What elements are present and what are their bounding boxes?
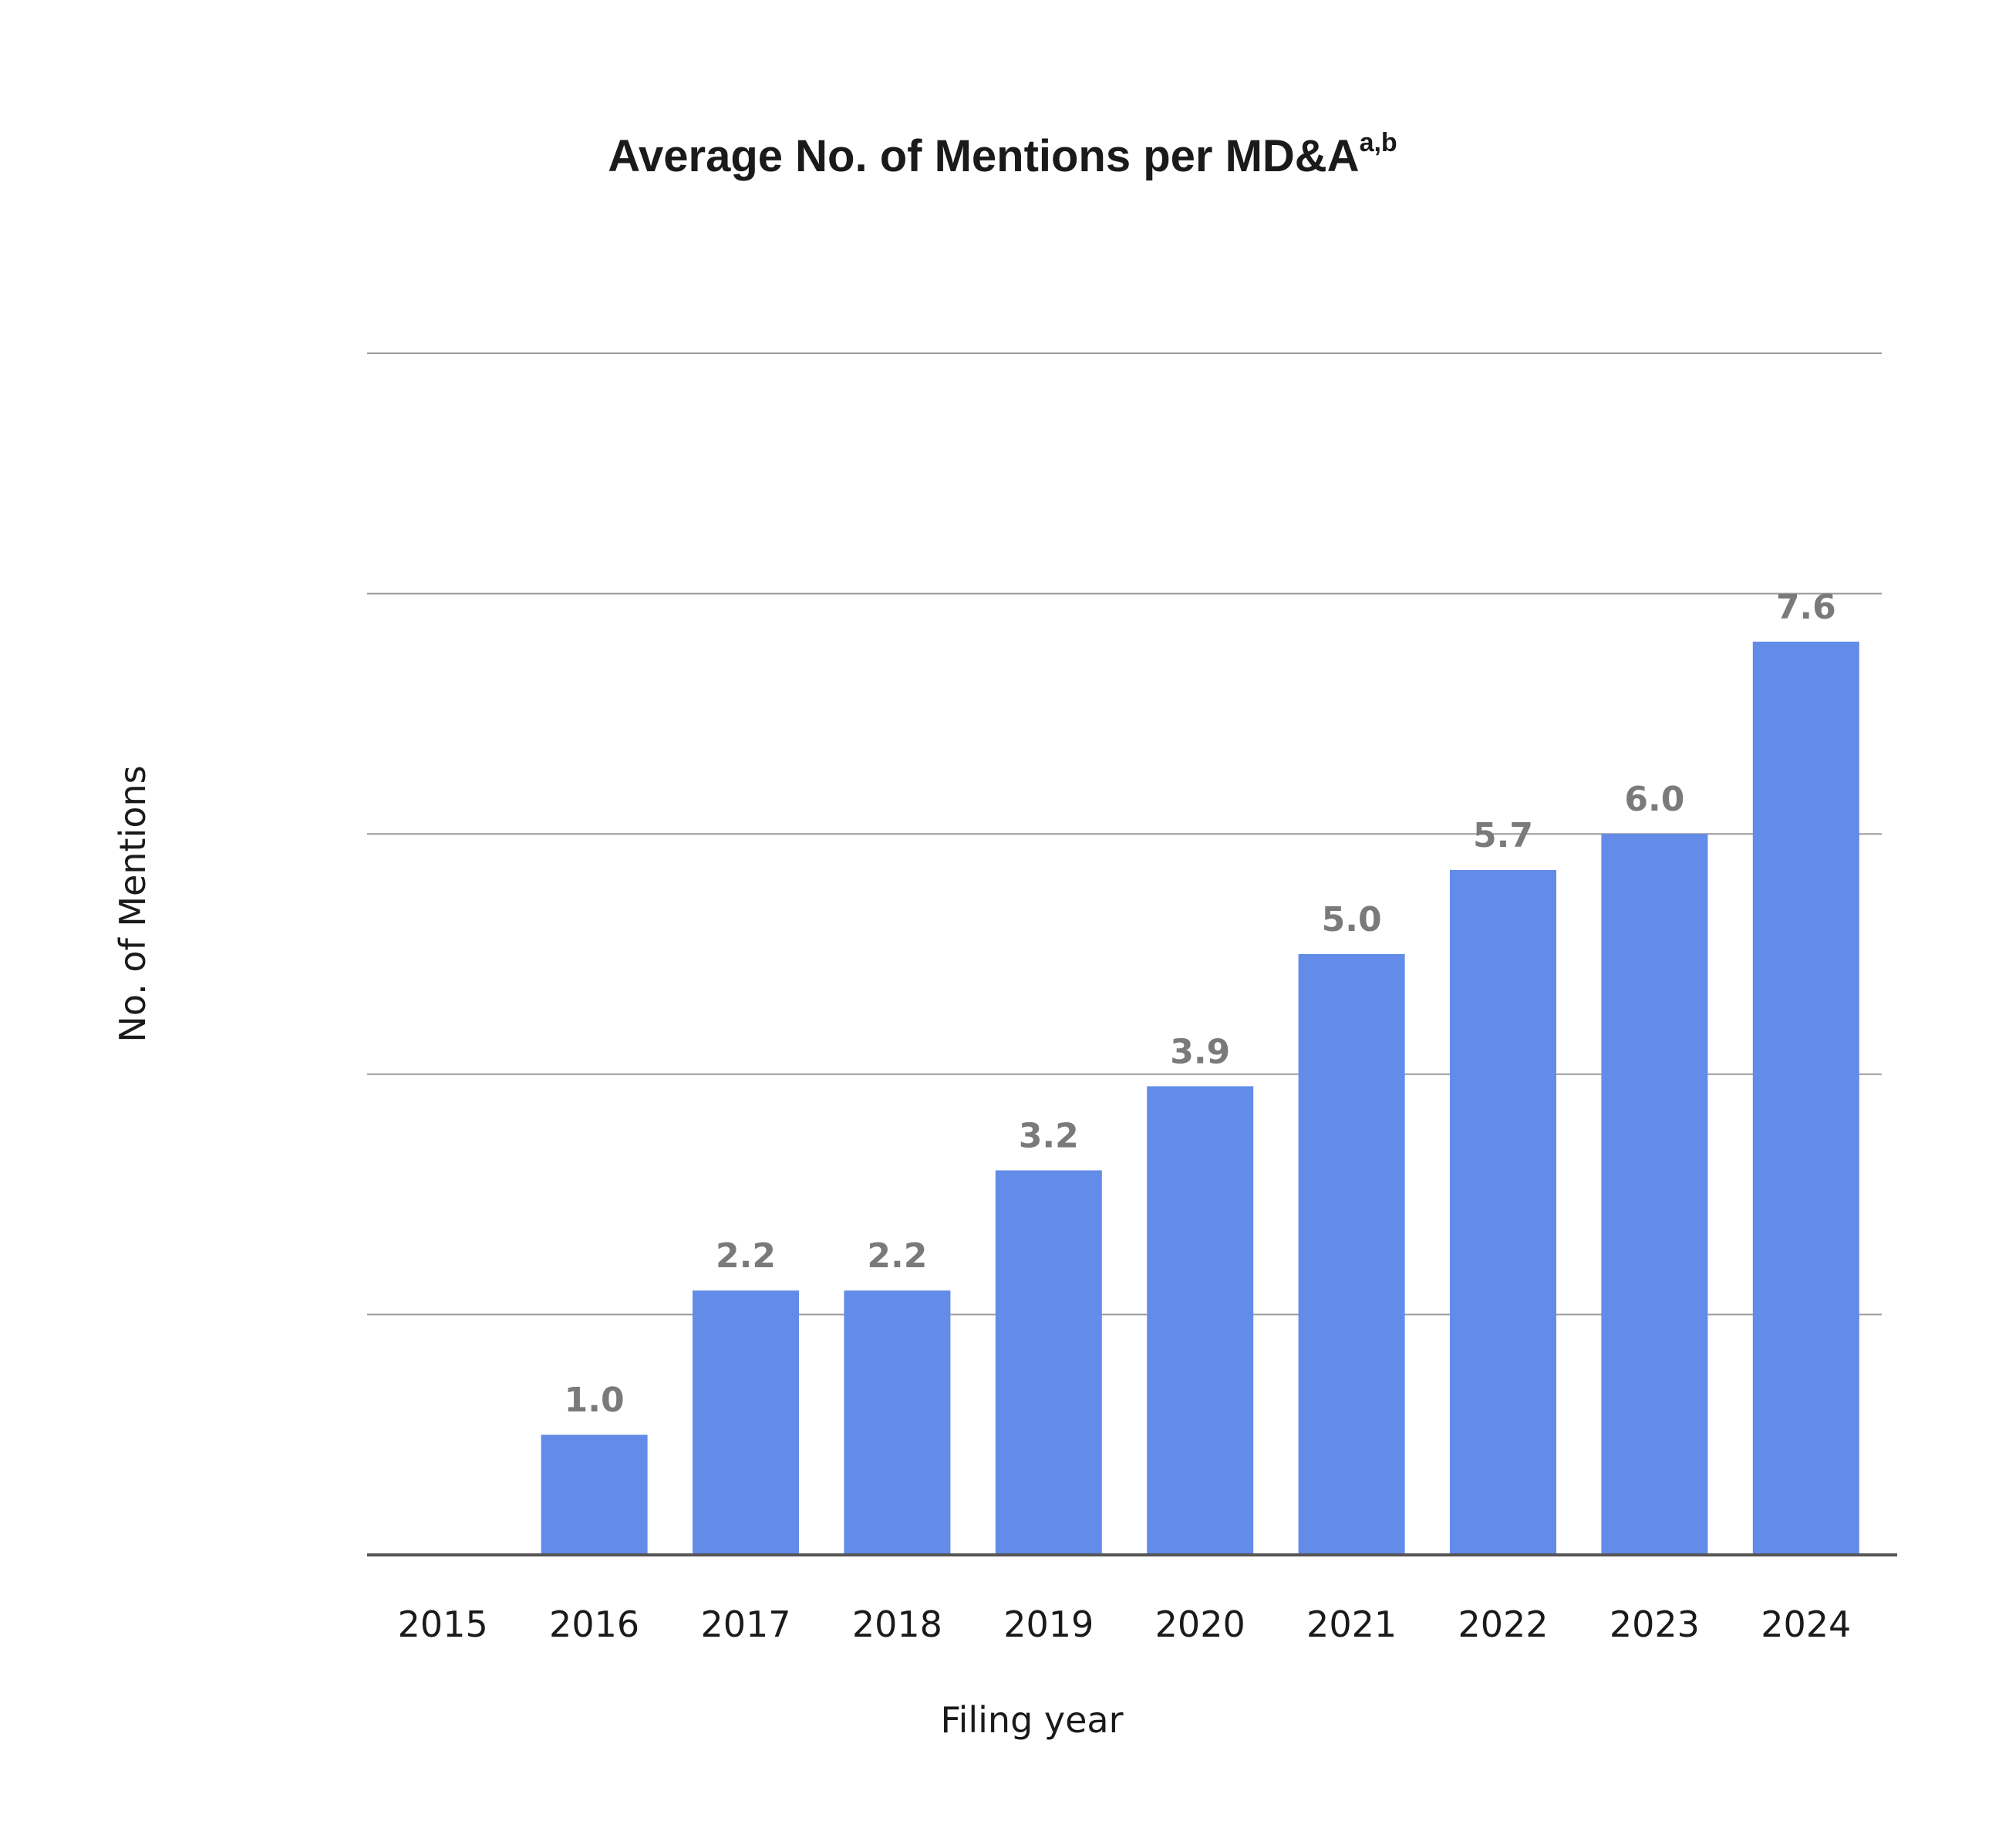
x-axis-label: Filing year — [940, 1699, 1123, 1741]
x-tick-label: 2022 — [1458, 1604, 1548, 1645]
data-labels: 1.0 2.2 2.2 3.2 3.9 5.0 5.7 6.0 7.6 — [565, 588, 1836, 1420]
data-label: 2.2 — [867, 1236, 927, 1276]
data-label: 3.2 — [1019, 1116, 1079, 1155]
x-tick-label: 2016 — [549, 1604, 639, 1645]
bars — [541, 641, 1859, 1556]
bar — [1298, 954, 1405, 1555]
x-tick-label: 2015 — [398, 1604, 488, 1645]
data-label: 2.2 — [716, 1236, 776, 1276]
bar — [541, 1435, 648, 1555]
x-tick-label: 2023 — [1610, 1604, 1700, 1645]
x-tick-label: 2018 — [852, 1604, 942, 1645]
bar — [844, 1290, 951, 1555]
x-tick-labels: 2015 2016 2017 2018 2019 2020 2021 2022 2023 2024 — [398, 1604, 1852, 1645]
bar — [693, 1290, 799, 1555]
bar — [1450, 869, 1556, 1555]
bar — [1752, 641, 1859, 1556]
x-tick-label: 2017 — [700, 1604, 790, 1645]
data-label: 5.0 — [1322, 900, 1382, 939]
x-tick-label: 2019 — [1003, 1604, 1094, 1645]
chart-title: Average No. of Mentions per MD&Aa,b — [608, 128, 1397, 181]
x-tick-label: 2024 — [1761, 1604, 1851, 1645]
data-label: 5.7 — [1473, 816, 1533, 855]
data-label: 7.6 — [1776, 588, 1836, 627]
bar — [995, 1170, 1102, 1555]
x-tick-label: 2021 — [1306, 1604, 1397, 1645]
chart-title-superscript: a,b — [1360, 128, 1397, 157]
bar — [1601, 834, 1708, 1555]
data-label: 6.0 — [1624, 780, 1684, 819]
x-tick-label: 2020 — [1155, 1604, 1246, 1645]
bar — [1147, 1086, 1254, 1555]
y-axis-label: No. of Mentions — [112, 765, 153, 1042]
data-label: 1.0 — [565, 1381, 625, 1420]
chart-title-text: Average No. of Mentions per MD&A — [608, 131, 1359, 181]
data-label: 3.9 — [1170, 1032, 1230, 1071]
